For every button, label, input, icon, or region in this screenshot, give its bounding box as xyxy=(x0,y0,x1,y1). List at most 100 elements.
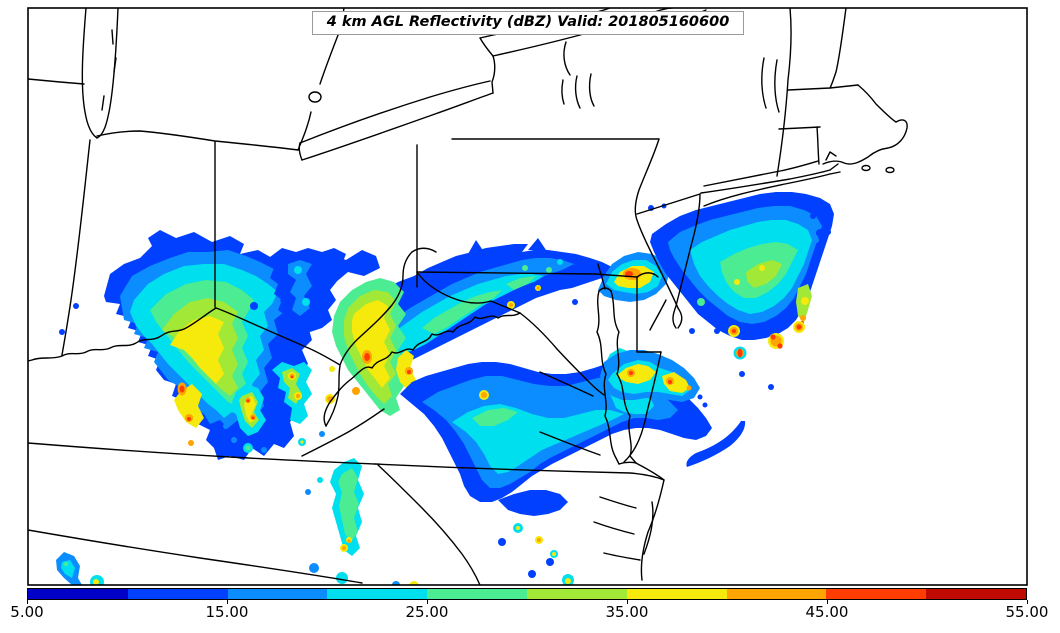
radar-echo-region xyxy=(251,416,255,420)
colorbar-segment xyxy=(427,589,527,599)
border-line xyxy=(643,501,654,555)
border-line xyxy=(28,442,376,465)
border-line xyxy=(325,365,341,427)
border-line xyxy=(703,173,831,207)
colorbar-tick-label: 35.00 xyxy=(605,603,649,621)
radar-echo-region xyxy=(528,570,536,578)
radar-echo-region xyxy=(734,279,740,285)
border-line xyxy=(829,163,839,171)
border-line xyxy=(28,307,217,362)
radar-echo-region xyxy=(422,290,502,334)
colorbar-segment xyxy=(227,589,328,599)
radar-echo-region xyxy=(552,552,556,556)
border-line xyxy=(593,521,635,535)
border-line xyxy=(649,299,667,331)
border-line xyxy=(636,276,662,353)
border-line xyxy=(28,78,85,85)
border-line xyxy=(416,271,638,278)
radar-echo-region xyxy=(64,562,68,566)
radar-echo-region xyxy=(739,371,745,377)
border-line xyxy=(339,247,437,366)
border-line xyxy=(323,312,521,427)
radar-echo-region xyxy=(302,298,310,306)
border-line xyxy=(479,37,494,57)
radar-echo-region xyxy=(777,343,783,349)
radar-echo-region xyxy=(187,417,191,421)
radar-echo-region xyxy=(250,302,258,310)
radar-echo-region xyxy=(305,489,311,495)
border-line xyxy=(634,138,679,309)
colorbar-segment xyxy=(926,589,1026,599)
border-line xyxy=(491,55,496,94)
radar-echo-region xyxy=(546,558,554,566)
colorbar-tick xyxy=(27,600,28,604)
colorbar-tick xyxy=(627,600,628,604)
colorbar-segment xyxy=(127,589,228,599)
colorbar-tick xyxy=(227,600,228,604)
border-line xyxy=(861,164,871,172)
border-line xyxy=(596,290,620,465)
border-line xyxy=(816,126,820,165)
radar-echo-region xyxy=(295,393,301,399)
radar-echo-region xyxy=(506,276,536,290)
radar-echo-region xyxy=(516,526,520,530)
border-line xyxy=(623,351,662,463)
radar-echo-region xyxy=(472,408,518,426)
radar-echo-region xyxy=(770,334,776,340)
radar-echo-region xyxy=(261,447,267,453)
radar-echo-region xyxy=(714,328,720,334)
border-line xyxy=(825,151,837,161)
colorbar-segment xyxy=(28,589,128,599)
radar-echo-region xyxy=(768,384,774,390)
border-line xyxy=(101,95,105,111)
radar-echo-region xyxy=(498,538,506,546)
radar-echo-region xyxy=(245,445,251,451)
border-line xyxy=(703,160,819,187)
radar-echo-region xyxy=(468,240,484,254)
border-line xyxy=(610,290,637,464)
radar-echo-region xyxy=(170,316,224,384)
border-line xyxy=(588,73,595,107)
radar-echo-region xyxy=(537,538,541,542)
border-line xyxy=(778,126,821,130)
radar-echo-region xyxy=(697,298,705,306)
border-line xyxy=(377,464,481,585)
radar-echo-region xyxy=(686,385,692,391)
colorbar-tick-label: 55.00 xyxy=(1005,603,1049,621)
radar-echo-region xyxy=(342,546,346,550)
border-line xyxy=(519,312,605,396)
border-line xyxy=(563,41,571,76)
radar-echo-region xyxy=(801,297,809,305)
colorbar-tick xyxy=(427,600,428,604)
radar-echo-region xyxy=(73,303,79,309)
border-line xyxy=(761,57,767,109)
border-line xyxy=(618,461,665,481)
radar-echo-region xyxy=(616,364,656,384)
radar-echo-region xyxy=(702,402,708,408)
radar-echo-region xyxy=(732,329,736,333)
border-line xyxy=(857,84,897,123)
border-line xyxy=(672,193,701,329)
border-line xyxy=(301,408,385,457)
radar-echo-region xyxy=(179,385,185,393)
border-line xyxy=(111,29,114,45)
radar-echo-region xyxy=(309,563,319,573)
radar-echo-region xyxy=(746,260,782,288)
radar-echo-region xyxy=(188,440,194,446)
radar-echo-region xyxy=(810,213,816,219)
border-line xyxy=(640,479,665,581)
border-line xyxy=(677,307,683,329)
radar-echo-region xyxy=(347,539,351,543)
radar-echo-region xyxy=(317,477,323,483)
border-line xyxy=(597,263,606,290)
border-line xyxy=(113,57,117,73)
radar-echo-region xyxy=(290,375,294,379)
radar-echo-region xyxy=(800,315,806,321)
radar-echo-region xyxy=(338,468,359,542)
radar-echo-region xyxy=(246,399,250,403)
colorbar-tick-label: 25.00 xyxy=(405,603,449,621)
border-line xyxy=(539,371,594,397)
radar-echo-region xyxy=(481,392,487,398)
radar-echo-region xyxy=(565,578,571,584)
